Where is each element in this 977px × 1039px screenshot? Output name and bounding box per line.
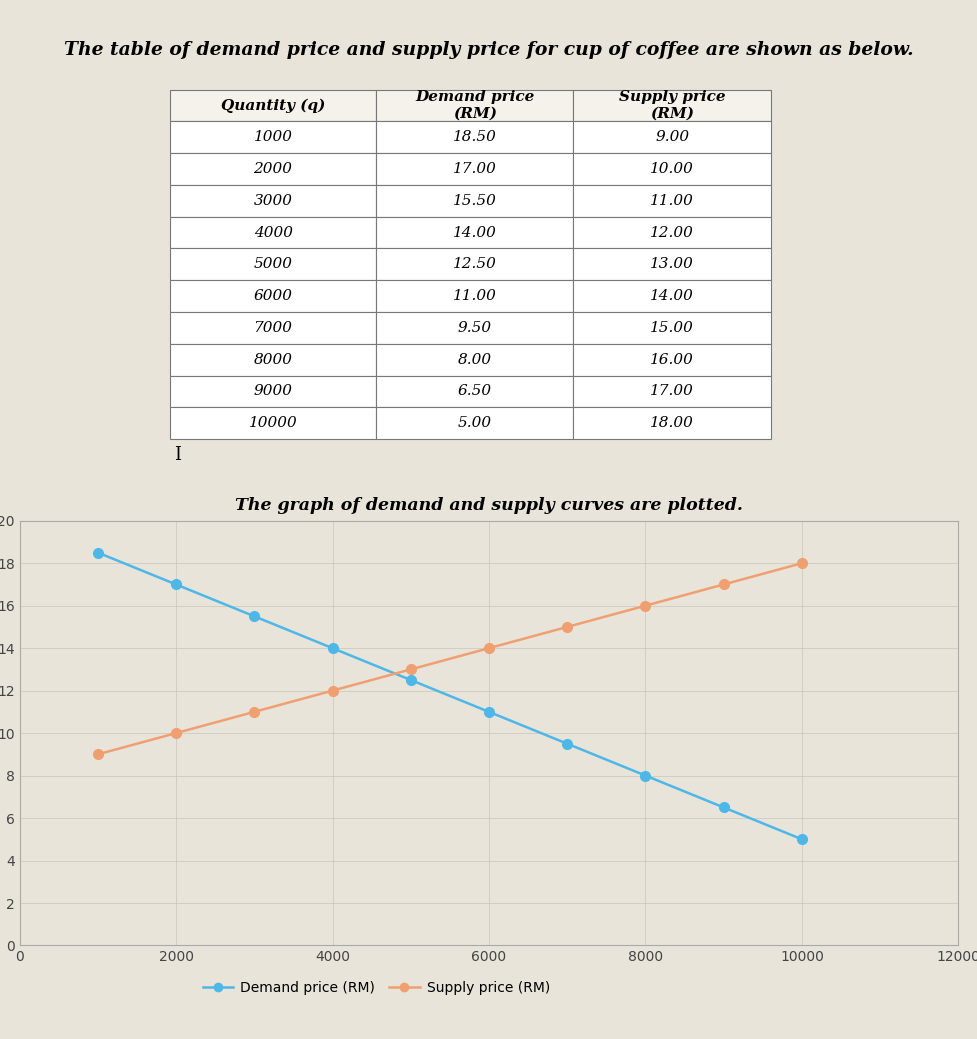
Text: 6000: 6000 <box>253 289 292 303</box>
FancyBboxPatch shape <box>573 153 770 185</box>
Text: 5000: 5000 <box>253 258 292 271</box>
Supply price (RM) <box>717 578 729 590</box>
FancyBboxPatch shape <box>170 89 376 122</box>
Supply price (RM) <box>561 620 573 633</box>
FancyBboxPatch shape <box>573 344 770 375</box>
Text: 14.00: 14.00 <box>452 225 496 240</box>
Text: 16.00: 16.00 <box>650 352 694 367</box>
Supply price (RM) <box>248 705 260 718</box>
Text: 10.00: 10.00 <box>650 162 694 176</box>
FancyBboxPatch shape <box>376 153 573 185</box>
Demand price (RM) <box>795 833 807 846</box>
Text: 12.00: 12.00 <box>650 225 694 240</box>
Line: Supply price (RM): Supply price (RM) <box>93 558 806 760</box>
Text: 2000: 2000 <box>253 162 292 176</box>
FancyBboxPatch shape <box>170 122 376 153</box>
Text: 8000: 8000 <box>253 352 292 367</box>
Text: 13.00: 13.00 <box>650 258 694 271</box>
FancyBboxPatch shape <box>170 185 376 217</box>
Supply price (RM) <box>639 600 651 612</box>
FancyBboxPatch shape <box>170 281 376 312</box>
Text: Supply price
(RM): Supply price (RM) <box>618 90 725 121</box>
Demand price (RM) <box>639 769 651 781</box>
Demand price (RM) <box>326 642 338 655</box>
FancyBboxPatch shape <box>376 89 573 122</box>
FancyBboxPatch shape <box>170 375 376 407</box>
FancyBboxPatch shape <box>573 185 770 217</box>
Text: 10000: 10000 <box>248 417 297 430</box>
FancyBboxPatch shape <box>376 217 573 248</box>
Supply price (RM) <box>795 557 807 569</box>
FancyBboxPatch shape <box>170 407 376 439</box>
FancyBboxPatch shape <box>573 407 770 439</box>
FancyBboxPatch shape <box>573 281 770 312</box>
Text: 8.00: 8.00 <box>457 352 491 367</box>
FancyBboxPatch shape <box>376 281 573 312</box>
FancyBboxPatch shape <box>170 344 376 375</box>
Supply price (RM) <box>483 642 494 655</box>
Text: 3000: 3000 <box>253 194 292 208</box>
Text: 4000: 4000 <box>253 225 292 240</box>
Supply price (RM) <box>92 748 104 761</box>
FancyBboxPatch shape <box>170 248 376 281</box>
FancyBboxPatch shape <box>170 312 376 344</box>
Text: 18.00: 18.00 <box>650 417 694 430</box>
Text: 15.50: 15.50 <box>452 194 496 208</box>
Text: 17.00: 17.00 <box>452 162 496 176</box>
FancyBboxPatch shape <box>170 217 376 248</box>
Text: 7000: 7000 <box>253 321 292 335</box>
Demand price (RM) <box>483 705 494 718</box>
Text: 9.00: 9.00 <box>655 130 689 144</box>
Text: Demand price
(RM): Demand price (RM) <box>415 90 534 121</box>
Text: The table of demand price and supply price for cup of coffee are shown as below.: The table of demand price and supply pri… <box>64 41 913 58</box>
Text: 18.50: 18.50 <box>452 130 496 144</box>
FancyBboxPatch shape <box>573 312 770 344</box>
Text: 9.50: 9.50 <box>457 321 491 335</box>
Demand price (RM) <box>561 738 573 750</box>
Text: 11.00: 11.00 <box>650 194 694 208</box>
Demand price (RM) <box>92 547 104 559</box>
Text: 11.00: 11.00 <box>452 289 496 303</box>
Text: 9000: 9000 <box>253 384 292 398</box>
Demand price (RM) <box>717 801 729 814</box>
FancyBboxPatch shape <box>376 185 573 217</box>
Text: 5.00: 5.00 <box>457 417 491 430</box>
Text: I: I <box>174 446 182 464</box>
FancyBboxPatch shape <box>573 89 770 122</box>
FancyBboxPatch shape <box>573 375 770 407</box>
FancyBboxPatch shape <box>573 217 770 248</box>
FancyBboxPatch shape <box>573 122 770 153</box>
Text: Quantity (q): Quantity (q) <box>221 99 325 112</box>
Demand price (RM) <box>404 673 416 686</box>
Supply price (RM) <box>326 685 338 697</box>
Line: Demand price (RM): Demand price (RM) <box>93 548 806 844</box>
FancyBboxPatch shape <box>376 312 573 344</box>
Text: 6.50: 6.50 <box>457 384 491 398</box>
Text: 14.00: 14.00 <box>650 289 694 303</box>
Text: 17.00: 17.00 <box>650 384 694 398</box>
Text: 15.00: 15.00 <box>650 321 694 335</box>
Supply price (RM) <box>404 663 416 675</box>
FancyBboxPatch shape <box>376 344 573 375</box>
FancyBboxPatch shape <box>376 407 573 439</box>
FancyBboxPatch shape <box>170 153 376 185</box>
Title: The graph of demand and supply curves are plotted.: The graph of demand and supply curves ar… <box>234 497 743 513</box>
Text: 1000: 1000 <box>253 130 292 144</box>
Demand price (RM) <box>248 610 260 622</box>
Supply price (RM) <box>170 727 182 740</box>
FancyBboxPatch shape <box>376 248 573 281</box>
Demand price (RM) <box>170 578 182 590</box>
FancyBboxPatch shape <box>376 122 573 153</box>
Legend: Demand price (RM), Supply price (RM): Demand price (RM), Supply price (RM) <box>197 975 555 1001</box>
FancyBboxPatch shape <box>376 375 573 407</box>
Text: 12.50: 12.50 <box>452 258 496 271</box>
FancyBboxPatch shape <box>573 248 770 281</box>
